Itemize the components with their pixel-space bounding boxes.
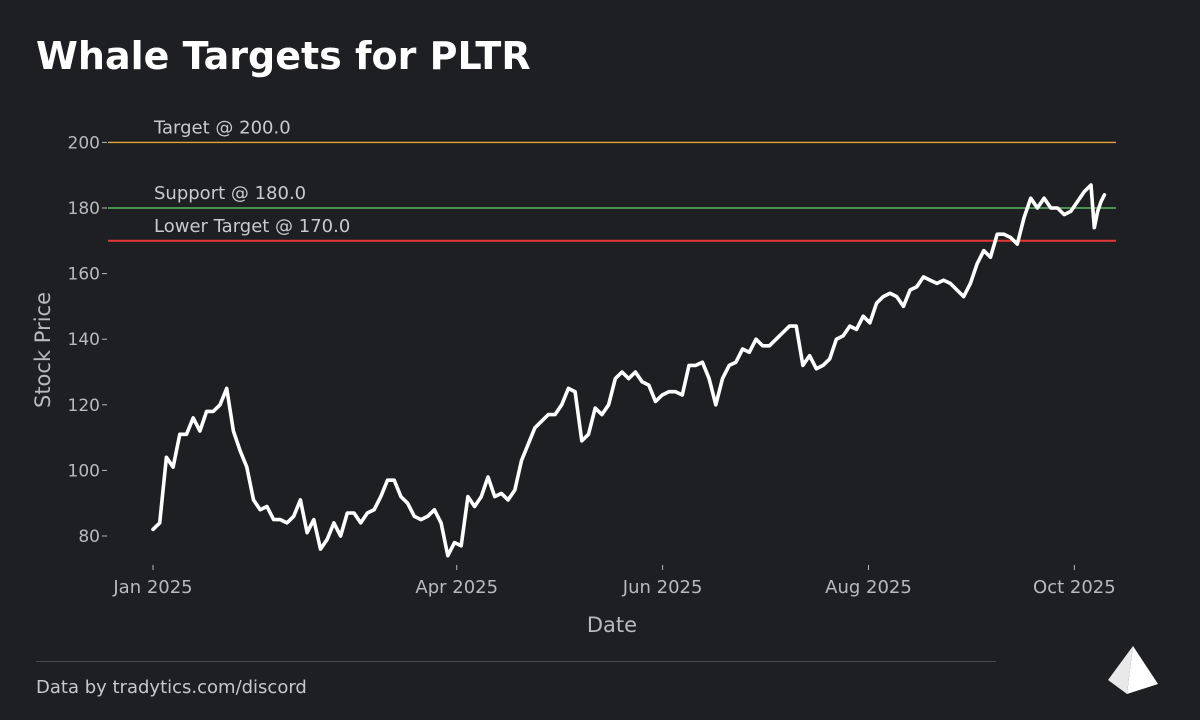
y-tick-label-0: 80	[78, 527, 100, 547]
tradytics-triangle-logo-icon	[1108, 646, 1158, 694]
x-tick-label-1: Apr 2025	[415, 577, 498, 598]
y-tick-label-5: 180	[68, 199, 100, 219]
y-tick-label-3: 140	[68, 330, 100, 350]
reference-label-1: Support @ 180.0	[154, 183, 306, 204]
x-tick-label-2: Jun 2025	[622, 577, 703, 598]
y-axis-label: Stock Price	[31, 292, 55, 408]
x-tick-label-4: Oct 2025	[1033, 577, 1116, 598]
reference-label-0: Target @ 200.0	[153, 117, 291, 138]
x-tick-label-0: Jan 2025	[112, 577, 192, 598]
footer-attribution: Data by tradytics.com/discord	[36, 677, 307, 698]
y-tick-label-1: 100	[68, 461, 100, 481]
x-tick-label-3: Aug 2025	[825, 577, 912, 598]
price-chart: Target @ 200.0 Support @ 180.0 Lower Targe…	[31, 117, 1116, 637]
footer-divider	[36, 661, 996, 662]
price-line-pltr	[151, 183, 1107, 558]
y-tick-label-6: 200	[68, 133, 100, 153]
chart-title: Whale Targets for PLTR	[36, 34, 531, 78]
reference-label-2: Lower Target @ 170.0	[154, 216, 350, 237]
x-axis-label: Date	[587, 613, 637, 637]
y-tick-label-4: 160	[68, 265, 100, 285]
y-tick-label-2: 120	[68, 396, 100, 416]
